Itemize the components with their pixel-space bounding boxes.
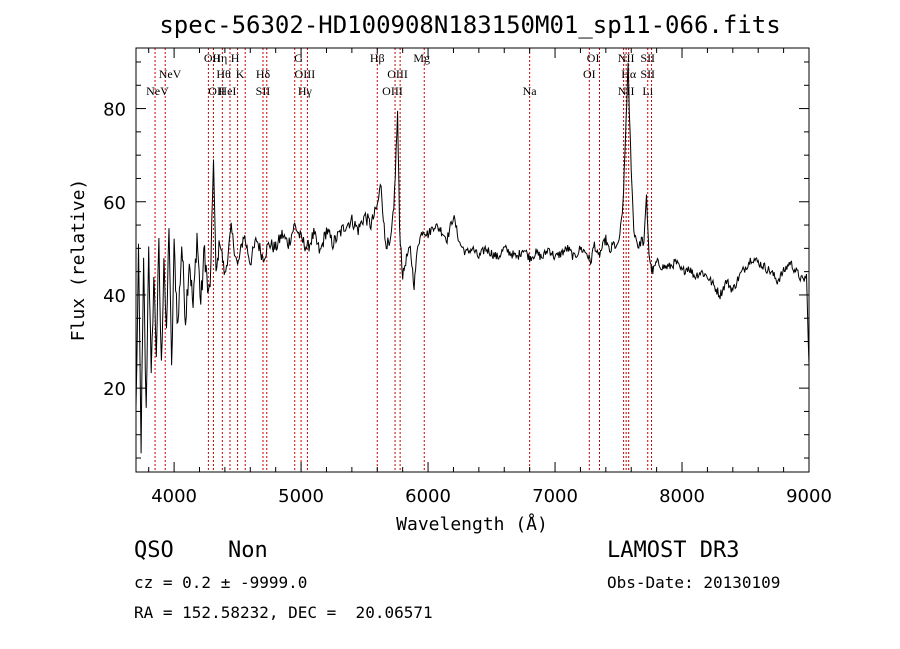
tick-label: 4000: [151, 486, 197, 507]
ra-dec: RA = 152.58232, DEC = 20.06571: [134, 603, 433, 622]
emission-line-markers: [154, 48, 653, 472]
object-subclass: Non: [228, 538, 268, 563]
axis-ticks: 4000 5000 6000 7000 8000 9000 20 40 60 80: [103, 48, 832, 507]
line-label: OI: [583, 67, 596, 81]
line-label: Na: [523, 84, 538, 98]
line-label: OI: [587, 51, 600, 65]
line-label: HeI: [218, 84, 236, 98]
line-label: Hδ: [256, 67, 271, 81]
spectrum-line: [135, 62, 810, 454]
object-class: QSO: [134, 538, 174, 563]
line-label: OIII: [382, 84, 403, 98]
tick-label: 5000: [278, 486, 324, 507]
line-label: Mg: [413, 51, 430, 65]
plot-frame: [135, 47, 810, 473]
line-label: G: [294, 51, 303, 65]
line-label: Hη: [212, 51, 227, 65]
tick-label: 9000: [786, 486, 832, 507]
line-label: Hθ: [216, 67, 231, 81]
line-label: Hβ: [370, 51, 385, 65]
observation-date: Obs-Date: 20130109: [607, 573, 781, 592]
line-label: Hα: [621, 67, 637, 81]
line-label: NII: [618, 84, 635, 98]
line-label: OII: [208, 84, 225, 98]
line-label: SII: [640, 51, 655, 65]
line-label: NeV: [159, 67, 182, 81]
line-label: K: [236, 67, 245, 81]
line-label: OIII: [387, 67, 408, 81]
line-label: NeV: [146, 84, 169, 98]
line-label: SII: [640, 67, 655, 81]
tick-label: 8000: [659, 486, 705, 507]
line-label: SII: [256, 84, 271, 98]
redshift-cz: cz = 0.2 ± -9999.0: [134, 573, 308, 592]
tick-label: 6000: [405, 486, 451, 507]
x-axis-label: Wavelength (Å): [396, 513, 548, 535]
line-label: H: [231, 51, 240, 65]
y-axis-label: Flux (relative): [68, 179, 89, 342]
chart-title: spec-56302-HD100908N183150M01_sp11-066.f…: [159, 11, 780, 39]
tick-label: 7000: [532, 486, 578, 507]
tick-label: 20: [103, 379, 126, 400]
line-label: Li: [642, 84, 653, 98]
line-label: Hγ: [298, 84, 313, 98]
line-label: NII: [618, 51, 635, 65]
tick-label: 40: [103, 286, 126, 307]
tick-label: 60: [103, 193, 126, 214]
survey-name: LAMOST DR3: [607, 538, 740, 563]
line-label: OII: [204, 51, 221, 65]
line-label: OIII: [295, 67, 316, 81]
tick-label: 80: [103, 100, 126, 121]
